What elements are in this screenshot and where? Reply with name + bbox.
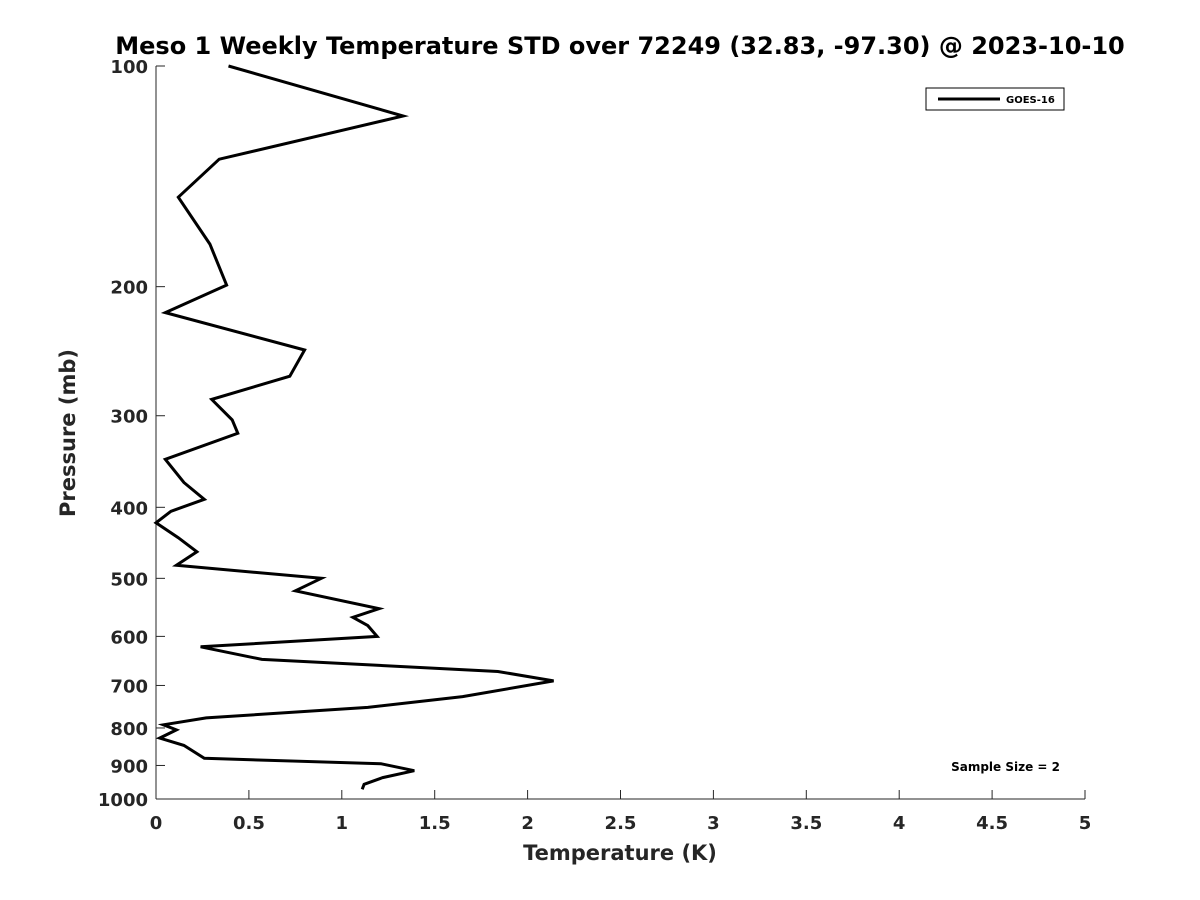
x-tick-label: 4 (893, 813, 906, 834)
x-tick-label: 5 (1079, 813, 1092, 834)
y-tick-label: 300 (110, 407, 148, 428)
y-tick-label: 800 (110, 719, 148, 740)
x-tick-label: 1.5 (419, 813, 451, 834)
y-tick-label: 900 (110, 756, 148, 777)
y-tick-label: 700 (110, 676, 148, 697)
y-tick-label: 600 (110, 627, 148, 648)
x-axis-label: Temperature (K) (523, 841, 717, 865)
legend-label-goes-16: GOES-16 (1006, 95, 1055, 106)
y-tick-label: 200 (110, 278, 148, 299)
x-tick-label: 1 (336, 813, 349, 834)
x-tick-label: 4.5 (976, 813, 1008, 834)
y-axis-label: Pressure (mb) (56, 349, 80, 517)
x-tick-label: 0.5 (233, 813, 265, 834)
y-tick-label: 400 (110, 498, 148, 519)
y-tick-label: 500 (110, 569, 148, 590)
legend: GOES-16 (925, 87, 1065, 111)
y-tick-label: 1000 (98, 790, 148, 811)
x-tick-label: 3.5 (790, 813, 822, 834)
x-tick-label: 2 (521, 813, 534, 834)
x-tick-label: 3 (707, 813, 720, 834)
y-tick-label: 100 (110, 57, 148, 78)
axes: 0 0.5 1 1.5 2 2.5 3 3.5 4 4.5 5 100 200 300 400 500 600 7… (98, 57, 1091, 834)
series-line-goes-16 (153, 64, 554, 790)
x-tick-label: 2.5 (605, 813, 637, 834)
x-tick-label: 0 (150, 813, 163, 834)
plot-area (153, 64, 554, 790)
sample-size-annotation: Sample Size = 2 (951, 760, 1060, 774)
chart-title: Meso 1 Weekly Temperature STD over 72249… (115, 32, 1125, 60)
